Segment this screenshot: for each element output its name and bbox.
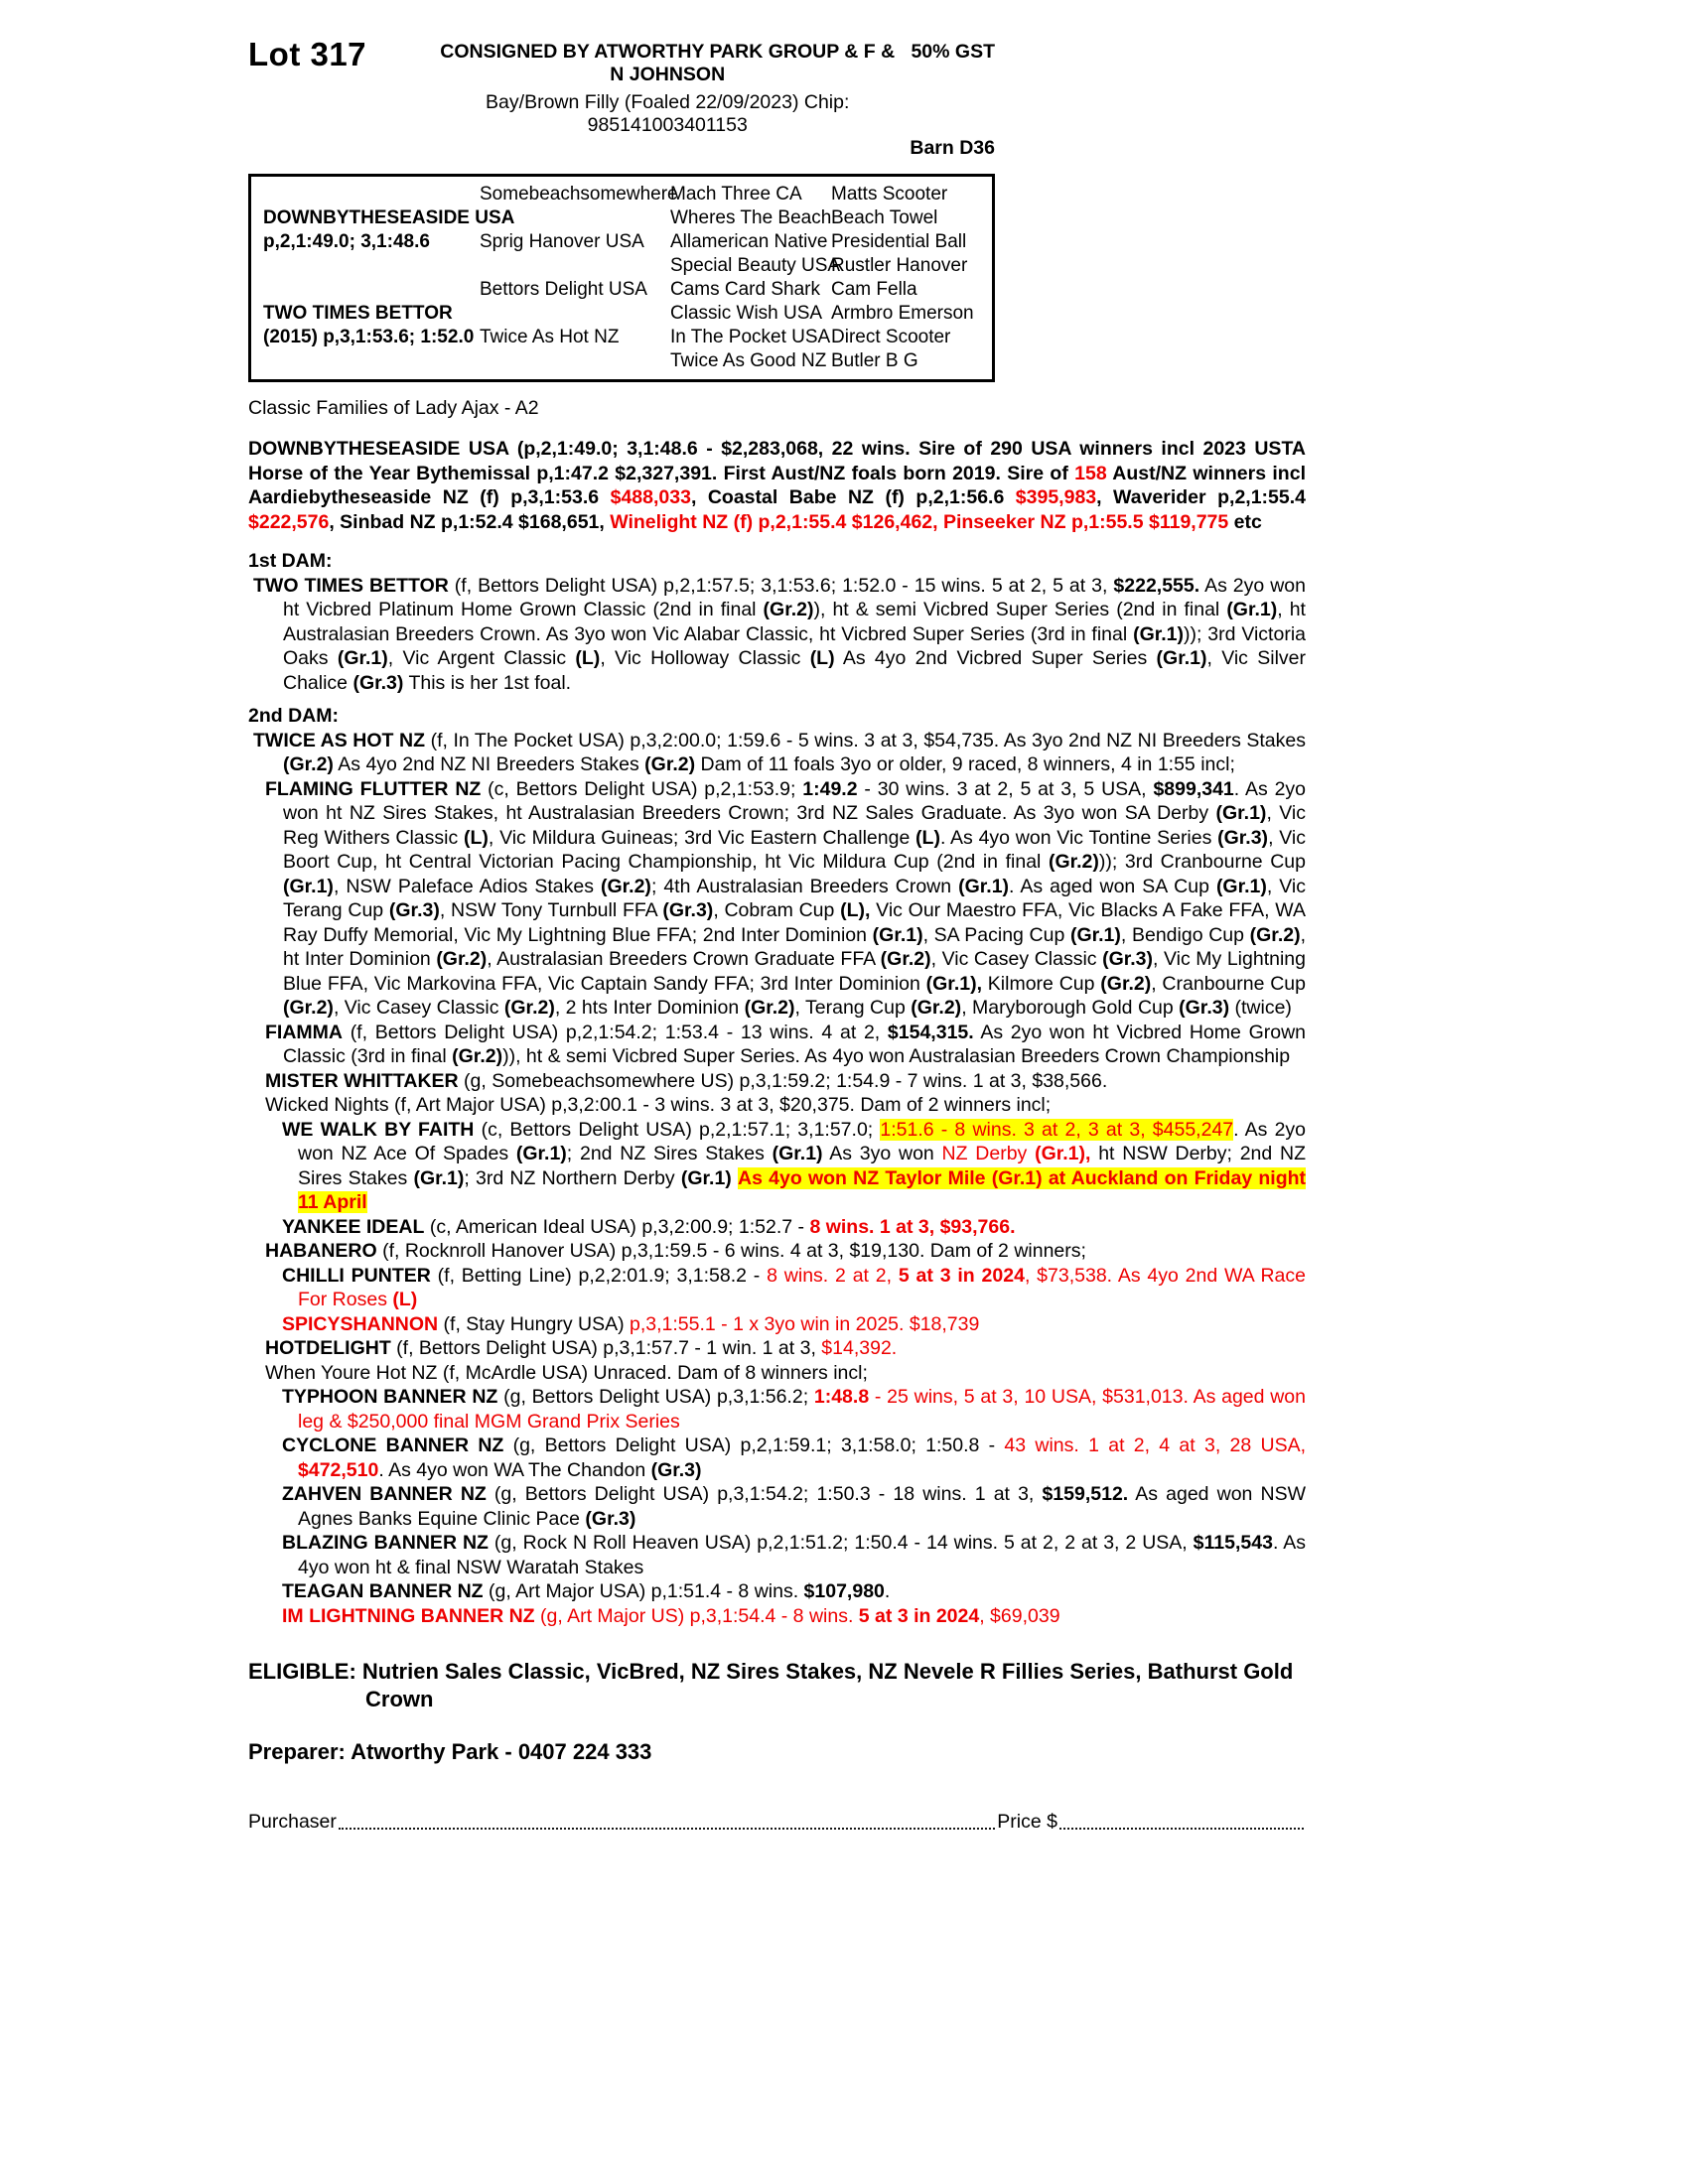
- pedigree-cell: [480, 302, 670, 326]
- header-center: CONSIGNED BY ATWORTHY PARK GROUP & F & N…: [432, 36, 903, 137]
- progeny-teagan-banner: TEAGAN BANNER NZ (g, Art Major USA) p,1:…: [282, 1580, 891, 1602]
- pedigree-cell: Armbro Emerson: [831, 303, 974, 324]
- pedigree-cell: [263, 254, 480, 278]
- purchaser-fill-line: [338, 1827, 996, 1830]
- pedigree-cell: [263, 349, 480, 373]
- gst-note: 50% GST: [911, 41, 995, 63]
- pedigree-cell: DOWNBYTHESEASIDE USA: [263, 207, 515, 228]
- purchaser-label: Purchaser: [248, 1811, 337, 1833]
- eligible-line: ELIGIBLE: Nutrien Sales Classic, VicBred…: [248, 1659, 1294, 1711]
- pedigree-cell: Special Beauty USA: [670, 255, 841, 276]
- progeny-hotdelight: HOTDELIGHT (f, Bettors Delight USA) p,3,…: [265, 1337, 898, 1359]
- pedigree-cell: Cam Fella: [831, 279, 917, 300]
- progeny-chilli-punter: CHILLI PUNTER (f, Betting Line) p,2,2:01…: [282, 1264, 1306, 1311]
- progeny-blazing-banner: BLAZING BANNER NZ (g, Rock N Roll Heaven…: [282, 1532, 1306, 1578]
- purchaser-line: Purchaser Price $: [248, 1811, 1306, 1834]
- pedigree-cell: Somebeachsomewhere: [480, 184, 678, 205]
- pedigree-cell: Butler B G: [831, 350, 918, 371]
- dam2-record: TWICE AS HOT NZ (f, In The Pocket USA) p…: [253, 729, 1306, 776]
- price-fill-line: [1059, 1827, 1304, 1830]
- progeny-fiamma: FIAMMA (f, Bettors Delight USA) p,2,1:54…: [265, 1021, 1306, 1068]
- progeny-spicyshannon: SPICYSHANNON (f, Stay Hungry USA) p,3,1:…: [282, 1312, 980, 1335]
- pedigree-row: Bettors Delight USA Cams Card Shark Cam …: [263, 278, 986, 302]
- pedigree-row: (2015) p,3,1:53.6; 1:52.0 Twice As Hot N…: [263, 326, 986, 349]
- consignor-line: CONSIGNED BY ATWORTHY PARK GROUP & F & N…: [440, 41, 896, 85]
- progeny-mister-whittaker: MISTER WHITTAKER (g, Somebeachsomewhere …: [265, 1069, 1108, 1092]
- progeny-cyclone-banner: CYCLONE BANNER NZ (g, Bettors Delight US…: [282, 1434, 1306, 1481]
- progeny-yankee-ideal: YANKEE IDEAL (c, American Ideal USA) p,3…: [282, 1215, 1016, 1238]
- horse-description: Bay/Brown Filly (Foaled 22/09/2023) Chip…: [486, 91, 850, 136]
- barn-number: Barn D36: [910, 137, 995, 159]
- pedigree-cell: Direct Scooter: [831, 327, 951, 347]
- pedigree-cell: Twice As Hot NZ: [480, 327, 620, 347]
- pedigree-cell: Classic Wish USA: [670, 303, 823, 324]
- dam1-heading: 1st DAM:: [248, 550, 333, 572]
- pedigree-cell: Cams Card Shark: [670, 279, 820, 300]
- lot-number: Lot 317: [248, 36, 367, 72]
- progeny-we-walk-by-faith: WE WALK BY FAITH (c, Bettors Delight USA…: [282, 1118, 1307, 1213]
- pedigree-cell: [263, 278, 480, 302]
- pedigree-cell: Rustler Hanover: [831, 255, 968, 276]
- pedigree-cell: p,2,1:49.0; 3,1:48.6: [263, 231, 430, 252]
- sire-summary: DOWNBYTHESEASIDE USA (p,2,1:49.0; 3,1:48…: [248, 438, 1306, 533]
- dam2-heading: 2nd DAM:: [248, 705, 339, 727]
- preparer-line: Preparer: Atworthy Park - 0407 224 333: [248, 1739, 652, 1764]
- pedigree-cell: Bettors Delight USA: [480, 279, 647, 300]
- dam1-record: TWO TIMES BETTOR (f, Bettors Delight USA…: [253, 574, 1307, 694]
- pedigree-cell: In The Pocket USA: [670, 327, 831, 347]
- pedigree-cell: Allamerican Native: [670, 231, 828, 252]
- progeny-zahven-banner: ZAHVEN BANNER NZ (g, Bettors Delight USA…: [282, 1483, 1306, 1530]
- pedigree-cell: [263, 183, 480, 206]
- pedigree-cell: [480, 254, 670, 278]
- pedigree-row: Twice As Good NZ Butler B G: [263, 349, 986, 373]
- pedigree-cell: TWO TIMES BETTOR: [263, 303, 453, 324]
- pedigree-row: Somebeachsomewhere Mach Three CA Matts S…: [263, 183, 986, 206]
- progeny-typhoon-banner: TYPHOON BANNER NZ (g, Bettors Delight US…: [282, 1386, 1307, 1433]
- pedigree-cell: Twice As Good NZ: [670, 350, 827, 371]
- pedigree-cell: Wheres The Beach: [670, 207, 832, 228]
- pedigree-cell: (2015) p,3,1:53.6; 1:52.0: [263, 327, 475, 347]
- progeny-wicked-nights: Wicked Nights (f, Art Major USA) p,3,2:0…: [265, 1094, 1052, 1116]
- pedigree-cell: [480, 206, 670, 230]
- progeny-im-lightning-banner: IM LIGHTNING BANNER NZ (g, Art Major US)…: [282, 1604, 1060, 1627]
- progeny-habanero: HABANERO (f, Rocknroll Hanover USA) p,3,…: [265, 1240, 1086, 1262]
- pedigree-row: TWO TIMES BETTOR Classic Wish USA Armbro…: [263, 302, 986, 326]
- price-label: Price $: [997, 1811, 1057, 1833]
- catalogue-page: Lot 317 CONSIGNED BY ATWORTHY PARK GROUP…: [248, 36, 1307, 1834]
- pedigree-cell: Mach Three CA: [670, 184, 802, 205]
- progeny-flaming-flutter: FLAMING FLUTTER NZ (c, Bettors Delight U…: [265, 777, 1307, 1020]
- pedigree-table: Somebeachsomewhere Mach Three CA Matts S…: [248, 174, 995, 382]
- header: Lot 317 CONSIGNED BY ATWORTHY PARK GROUP…: [248, 36, 995, 137]
- pedigree-cell: Matts Scooter: [831, 184, 948, 205]
- progeny-when-youre-hot: When Youre Hot NZ (f, McArdle USA) Unrac…: [265, 1361, 868, 1384]
- pedigree-cell: Beach Towel: [831, 207, 938, 228]
- pedigree-row: p,2,1:49.0; 3,1:48.6 Sprig Hanover USA A…: [263, 230, 986, 254]
- family-line: Classic Families of Lady Ajax - A2: [248, 397, 539, 419]
- pedigree-cell: Sprig Hanover USA: [480, 231, 644, 252]
- pedigree-row: DOWNBYTHESEASIDE USA Wheres The Beach Be…: [263, 206, 986, 230]
- pedigree-cell: [480, 349, 670, 373]
- pedigree-row: Special Beauty USA Rustler Hanover: [263, 254, 986, 278]
- pedigree-cell: Presidential Ball: [831, 231, 967, 252]
